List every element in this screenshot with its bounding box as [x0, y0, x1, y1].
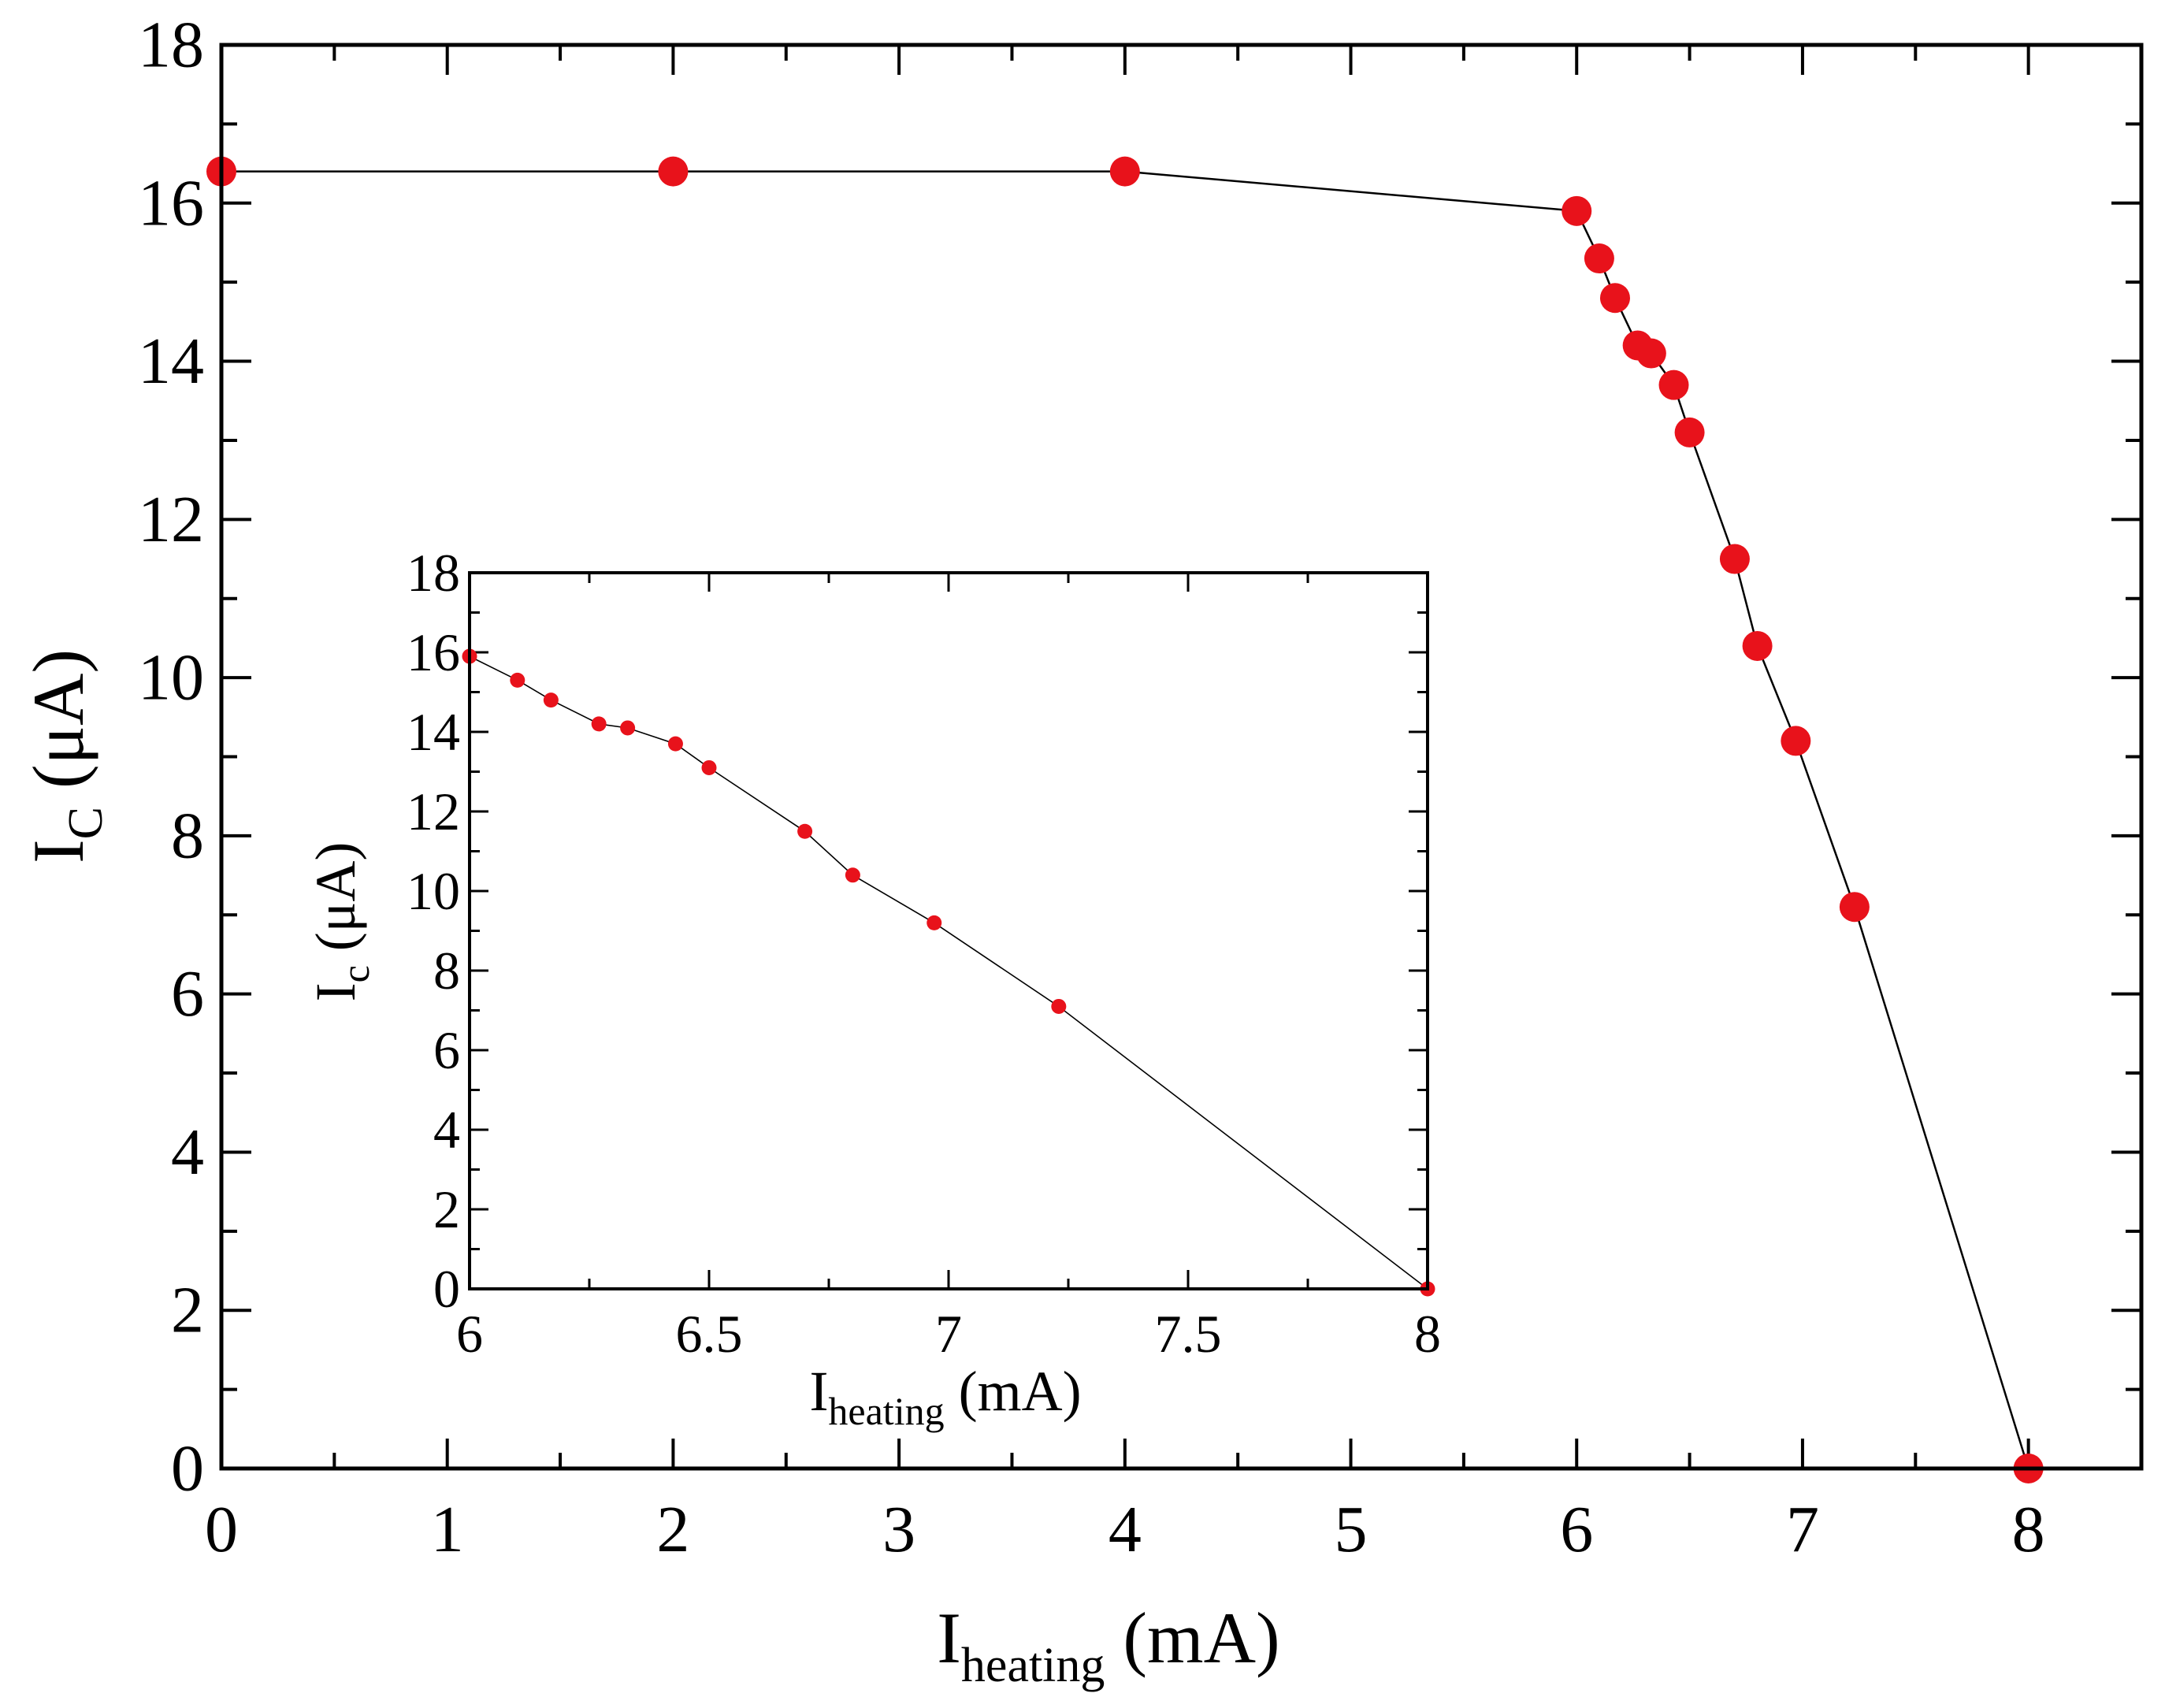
main-plot-y-axis-title: IC (μA)	[18, 649, 113, 863]
inset-plot-data-point	[797, 823, 813, 839]
inset-plot-y-axis-title-sub: c	[333, 965, 377, 982]
inset-plot-y-axis-title: Ic (μA)	[304, 842, 377, 1002]
main-plot-x-tick-label: 1	[431, 1493, 464, 1566]
main-plot-y-axis-title-sub: C	[59, 807, 113, 839]
main-plot-data-point	[1562, 195, 1592, 226]
inset-plot-data-point	[701, 759, 717, 775]
inset-plot-x-tick-label: 8	[1414, 1304, 1441, 1364]
main-plot-y-tick-label: 2	[171, 1274, 204, 1347]
main-plot-data-point	[658, 156, 689, 187]
main-plot-data-point	[1839, 892, 1870, 923]
inset-plot-y-tick-label: 2	[433, 1179, 460, 1239]
inset-plot-data-point	[667, 736, 683, 752]
main-plot-data-point	[1658, 369, 1689, 400]
inset-plot-data-point	[591, 716, 607, 732]
main-plot-y-tick-label: 6	[171, 957, 204, 1030]
main-plot-data-point	[1742, 630, 1773, 661]
main-plot-y-tick-label: 14	[138, 325, 204, 398]
main-plot-y-tick-label: 12	[138, 483, 204, 556]
inset-plot-x-axis-title-sub: heating	[828, 1389, 944, 1433]
main-plot-y-tick-label: 10	[138, 641, 204, 715]
inset-plot-data-point	[845, 867, 860, 883]
inset-plot-y-tick-label: 4	[433, 1100, 460, 1160]
main-plot-data-point	[1109, 156, 1140, 187]
inset-plot-x-tick-label: 7	[935, 1304, 962, 1364]
inset-plot-x-tick-label: 6.5	[676, 1304, 743, 1364]
main-plot-x-tick-label: 3	[882, 1493, 915, 1566]
main-plot-y-axis-title-base: I	[18, 839, 98, 863]
inset-plot-x-tick-label: 6	[456, 1304, 483, 1364]
main-plot-x-tick-label: 5	[1335, 1493, 1368, 1566]
main-plot-data-point	[1584, 243, 1614, 274]
inset-plot-data-point	[620, 720, 636, 736]
inset-plot-data-point	[510, 672, 525, 688]
inset-plot-y-tick-label: 8	[433, 941, 460, 1001]
inset-plot-data-point	[927, 915, 942, 930]
main-plot-y-tick-label: 16	[138, 166, 204, 239]
inset-plot-x-axis-title-unit: (mA)	[945, 1360, 1082, 1423]
main-plot-axes-frame	[219, 43, 2144, 1471]
inset-plot-x-axis-title: Iheating (mA)	[809, 1360, 1081, 1433]
inset-plot-y-tick-label: 10	[407, 861, 460, 921]
inset-plot-data-point	[543, 692, 559, 708]
main-plot-y-tick-label: 18	[138, 9, 204, 82]
main-plot-x-tick-label: 0	[205, 1493, 238, 1566]
inset-plot-x-axis-title-base: I	[809, 1360, 828, 1423]
inset-plot-background	[470, 573, 1428, 1289]
inset-plot-axes-frame	[468, 571, 1429, 1290]
main-plot-data-point	[1674, 417, 1705, 447]
main-plot-data-point	[1636, 338, 1666, 369]
main-plot-data-point	[1599, 283, 1630, 314]
inset-plot-y-tick-label: 6	[433, 1020, 460, 1080]
inset-plot-y-axis-title-base: I	[304, 982, 367, 1001]
inset-plot-y-tick-label: 0	[433, 1259, 460, 1319]
main-plot-x-axis-title-base: I	[937, 1598, 961, 1678]
main-plot-x-tick-label: 6	[1560, 1493, 1593, 1566]
main-plot-x-tick-label: 4	[1108, 1493, 1142, 1566]
main-plot-data-point	[1781, 726, 1811, 756]
main-plot-y-tick-label: 0	[171, 1432, 204, 1506]
inset-plot-x-tick-label: 7.5	[1155, 1304, 1222, 1364]
inset-plot-data-point	[1051, 998, 1067, 1014]
inset-plot: 6 6.5 7 7.5 8 0 2 4 6 8 10 12 14 16 18 Iheating (mA) Ic …	[304, 543, 1441, 1433]
main-plot-x-tick-label: 8	[2012, 1493, 2045, 1566]
inset-plot-y-tick-label: 18	[407, 543, 460, 603]
main-plot-y-axis-title-unit: (μA)	[18, 649, 98, 807]
main-plot-y-tick-label: 4	[171, 1116, 204, 1189]
inset-plot-y-tick-label: 14	[407, 702, 460, 762]
main-plot-x-axis-title-sub: heating	[961, 1639, 1105, 1692]
main-plot-x-tick-label: 7	[1786, 1493, 1819, 1566]
inset-plot-y-axis-title-unit: (μA)	[304, 842, 367, 966]
main-plot-x-axis-title: Iheating (mA)	[937, 1598, 1279, 1692]
main-plot-y-tick-label: 8	[171, 799, 204, 872]
main-plot-x-axis-title-unit: (mA)	[1105, 1598, 1279, 1678]
main-plot-data-point	[1719, 544, 1750, 574]
inset-plot-y-tick-label: 12	[407, 782, 460, 841]
inset-plot-y-tick-label: 16	[407, 622, 460, 682]
main-plot-x-tick-label: 2	[656, 1493, 689, 1566]
